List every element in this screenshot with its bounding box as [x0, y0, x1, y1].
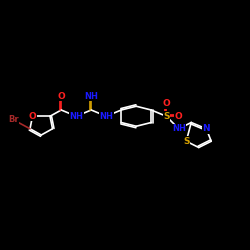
Text: O: O	[58, 92, 65, 101]
Text: NH: NH	[172, 124, 186, 133]
Text: NH: NH	[84, 92, 98, 101]
Text: NH: NH	[69, 112, 83, 121]
Text: S: S	[88, 90, 94, 100]
Text: Br: Br	[8, 116, 19, 124]
Text: S: S	[163, 112, 170, 121]
Text: S: S	[183, 137, 190, 146]
Text: O: O	[162, 99, 170, 108]
Text: O: O	[28, 112, 36, 121]
Text: N: N	[202, 124, 210, 133]
Text: NH: NH	[99, 112, 113, 121]
Text: O: O	[175, 112, 182, 121]
